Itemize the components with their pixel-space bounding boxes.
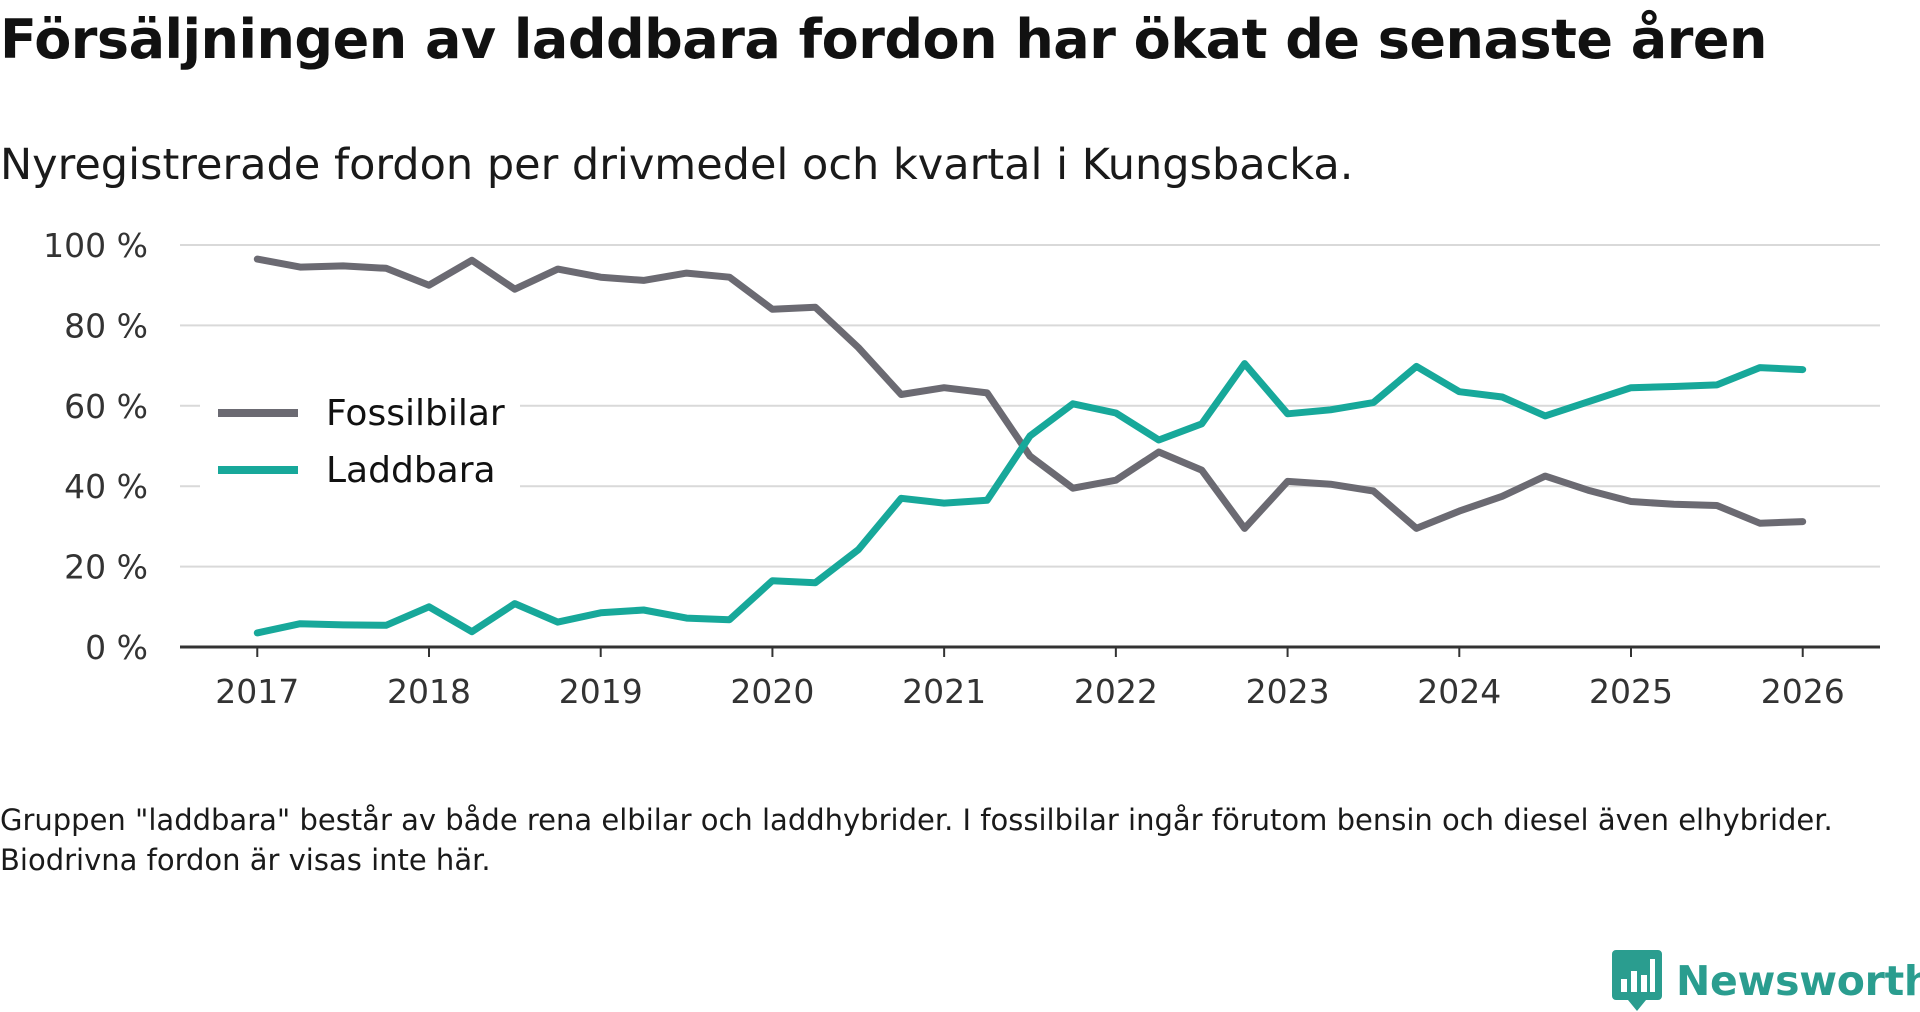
legend-box [200, 370, 520, 495]
newsworthy-brand[interactable]: Newsworthy [1612, 950, 1920, 1012]
series-lines [253, 255, 1807, 637]
series-line-fossilbilar [253, 255, 1807, 532]
legend-label: Fossilbilar [326, 393, 505, 434]
x-axis: 2017 2018 2019 2020 2021 2022 2023 2024 2025 2026 [180, 645, 1880, 711]
y-axis-tick-labels: 0 % 20 % 40 % 60 % 80 % 100 % [43, 226, 148, 667]
x-tick-label: 2024 [1417, 672, 1501, 711]
brand-name: Newsworthy [1676, 957, 1920, 1005]
legend-item-laddbara[interactable]: Laddbara [218, 450, 496, 491]
x-tick-label: 2017 [215, 672, 299, 711]
chart-subtitle: Nyregistrerade fordon per drivmedel och … [0, 140, 1354, 190]
y-tick-label: 40 % [64, 467, 148, 506]
x-tick-label: 2025 [1589, 672, 1673, 711]
y-tick-label: 80 % [64, 306, 148, 345]
x-tick-label: 2020 [730, 672, 814, 711]
y-tick-label: 100 % [43, 226, 148, 265]
x-tick-label: 2022 [1074, 672, 1158, 711]
legend: Fossilbilar Laddbara [218, 393, 505, 491]
y-tick-label: 0 % [85, 628, 148, 667]
y-tick-label: 20 % [64, 548, 148, 587]
legend-background [200, 370, 520, 495]
line-chart: 0 % 20 % 40 % 60 % 80 % 100 % 2017 2018 2019 202… [43, 226, 1880, 711]
legend-item-fossilbilar[interactable]: Fossilbilar [218, 393, 505, 434]
newsworthy-logo-icon [1612, 950, 1662, 1011]
x-tick-label: 2018 [387, 672, 471, 711]
y-tick-label: 60 % [64, 387, 148, 426]
x-tick-label: 2026 [1761, 672, 1845, 711]
legend-label: Laddbara [326, 450, 496, 491]
chart-title: Försäljningen av laddbara fordon har öka… [0, 8, 1767, 71]
x-tick-label: 2023 [1246, 672, 1330, 711]
footnote: Gruppen "laddbara" består av både rena e… [0, 803, 1833, 877]
x-tick-label: 2019 [559, 672, 643, 711]
series-line-laddbara [253, 360, 1807, 637]
x-tick-label: 2021 [902, 672, 986, 711]
